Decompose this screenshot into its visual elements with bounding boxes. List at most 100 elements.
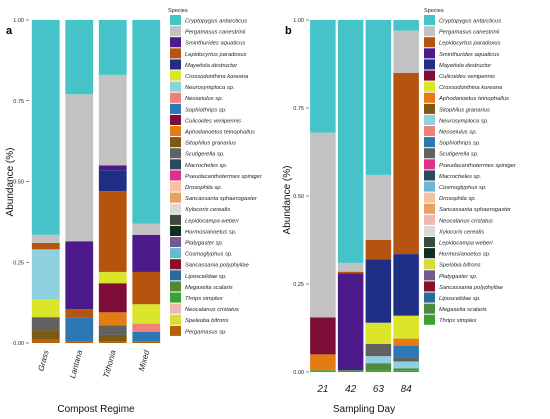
legend-entry: Sophiothrips sp.: [185, 107, 227, 113]
ytick-label: 0.00: [13, 341, 24, 347]
legend-entry: Crossodonthina koreana: [185, 74, 249, 80]
legend-entry: Neurosymploca sp.: [439, 118, 489, 124]
legend-swatch: [424, 281, 435, 292]
bar-segment-mixed-pergamasus-canestrinii: [132, 223, 161, 235]
legend-swatch: [170, 137, 181, 148]
legend-swatch: [170, 314, 181, 325]
legend-swatch: [424, 314, 435, 325]
legend-entry: Xylocoris cerealis: [438, 229, 484, 235]
bar-segment-lantana-pergamasus-canestrinii: [65, 94, 94, 242]
legend-swatch: [170, 70, 181, 81]
legend-swatch: [424, 103, 435, 114]
bar-segment-lantana-sophiothrips-sp: [65, 317, 94, 342]
legend-swatch: [424, 292, 435, 303]
bar-segment-84-neurosymploca-sp: [393, 361, 419, 369]
bar-segment-84-thrips-simplex: [393, 370, 419, 372]
legend-swatch: [170, 325, 181, 336]
ytick-label: 0.50: [13, 180, 24, 186]
legend-swatch: [424, 114, 435, 125]
legend-swatch: [170, 126, 181, 137]
bar-segment-tithonia-crossodonthina-koreana: [98, 271, 127, 284]
legend-swatch: [170, 248, 181, 259]
legend-swatch: [424, 70, 435, 81]
legend-entry: Neocalanus cristatus: [185, 307, 239, 313]
ytick-label: 0.25: [13, 260, 24, 266]
legend-entry: Megaselia scalaris: [185, 285, 233, 291]
legend-swatch: [170, 181, 181, 192]
bar-segment-63-neurosymploca-sp: [365, 356, 392, 364]
bar-segment-63-cryptopygus-antarcticus: [365, 20, 392, 175]
bar-segment-84-lepidocyrtus-paradoxus: [393, 72, 419, 255]
panel-a-legend-title: Species: [168, 8, 188, 14]
legend-entry: Cosmoglyphus sp.: [439, 185, 487, 191]
legend-swatch: [170, 48, 181, 59]
panel-a-legend: Cryptopygus antarcticus Pergamasus canest…: [170, 15, 263, 336]
legend-swatch: [170, 103, 181, 114]
legend-entry: Neocalanus cristatus: [439, 218, 493, 224]
legend-entry: Sminthurides aquaticus: [439, 52, 499, 58]
legend-swatch: [170, 170, 181, 181]
bar-segment-grass-cryptopygus-antarcticus: [31, 20, 60, 235]
legend-swatch: [424, 26, 435, 37]
ytick-label: 0.75: [293, 106, 304, 112]
bar-segment-84-pergamasus-canestrinii: [393, 30, 419, 73]
category-label: Mixed: [137, 349, 151, 372]
legend-swatch: [424, 270, 435, 281]
legend-entry: Neoseiulus sp.: [439, 130, 477, 136]
bar-segment-tithonia-pergamasus-canestrinii: [98, 74, 127, 166]
bar-segment-42-pergamasus-canestrinii: [337, 262, 364, 272]
bar-segment-21-cryptopygus-antarcticus: [310, 20, 336, 133]
legend-swatch: [424, 15, 435, 26]
bar-segment-mixed-cryptopygus-antarcticus: [132, 20, 161, 224]
legend-swatch: [170, 92, 181, 103]
bar-segment-grass-sitophilus-granarius: [31, 330, 60, 340]
bar-segment-tithonia-mayetiola-destructor: [98, 170, 127, 192]
bar-segment-grass-scutigerella-sp: [31, 317, 60, 331]
legend-entry: Thrips simplex: [185, 296, 223, 302]
bar-segment-lantana-lepidocyrtus-paradoxus: [65, 309, 94, 318]
legend-entry: Culicoides venipennis: [185, 118, 241, 124]
panel-a-bars: [31, 20, 161, 343]
legend-entry: Scutigerella sp.: [439, 152, 479, 158]
panel-a-yticks: 0.00 0.25 0.50 0.75 1.00: [13, 18, 29, 347]
panel-a-ylabel: Abundance (%): [5, 148, 16, 217]
legend-entry: Sophiothrips sp.: [439, 141, 481, 147]
bar-segment-21-thrips-simplex: [310, 370, 336, 372]
category-label: Tithonia: [102, 349, 118, 379]
panel-b-bars: [310, 20, 419, 372]
bar-segment-tithonia-culicoides-venipennis: [98, 283, 127, 313]
legend-entry: Platygaster sp.: [439, 274, 477, 280]
bar-segment-mixed-sminthurides-aquaticus: [132, 234, 161, 272]
legend-swatch: [170, 259, 181, 270]
legend-swatch: [170, 292, 181, 303]
legend-swatch: [424, 248, 435, 259]
legend-entry: Pergamasus canestrinii: [185, 30, 246, 36]
legend-swatch: [170, 37, 181, 48]
panel-b: b Abundance (%) Sampling Day 0.00 0.25 0.5…: [282, 8, 517, 415]
panel-b-legend: Cryptopygus antarcticus Pergamasus canest…: [424, 15, 517, 325]
ytick-label: 1.00: [293, 18, 304, 24]
bar-segment-84-scutigerella-sp: [393, 357, 419, 362]
legend-entry: Lepidocyrtus paradoxus: [439, 41, 501, 47]
legend-entry: Crossodonthina koreana: [439, 85, 503, 91]
legend-swatch: [424, 225, 435, 236]
category-label: 21: [316, 384, 328, 395]
bar-segment-84-crossodonthina-koreana: [393, 315, 419, 339]
legend-entry: Sancassania polyphyllae: [185, 263, 250, 269]
bar-segment-63-pergamasus-canestrinii: [365, 174, 392, 240]
ytick-label: 0.75: [13, 99, 24, 105]
bar-segment-lantana-sminthurides-aquaticus: [65, 241, 94, 310]
legend-swatch: [170, 26, 181, 37]
legend-entry: Neurosymploca sp.: [185, 85, 235, 91]
legend-entry: Hormosianoetus sp.: [439, 252, 491, 258]
legend-swatch: [170, 214, 181, 225]
ytick-label: 0.00: [293, 370, 304, 376]
bar-segment-grass-crossodonthina-koreana: [31, 299, 60, 318]
legend-entry: Sancassania sphaerogaster: [185, 196, 258, 202]
bar-segment-tithonia-pergamasus-sp: [98, 341, 127, 343]
panel-a: a Abundance (%) Compost Regime 0.000.250…: [5, 8, 263, 415]
legend-entry: Sancassania sphaerogaster: [439, 207, 512, 213]
bar-segment-tithonia-sminthurides-aquaticus: [98, 165, 127, 171]
legend-entry: Cryptopygus antarcticus: [185, 19, 247, 25]
